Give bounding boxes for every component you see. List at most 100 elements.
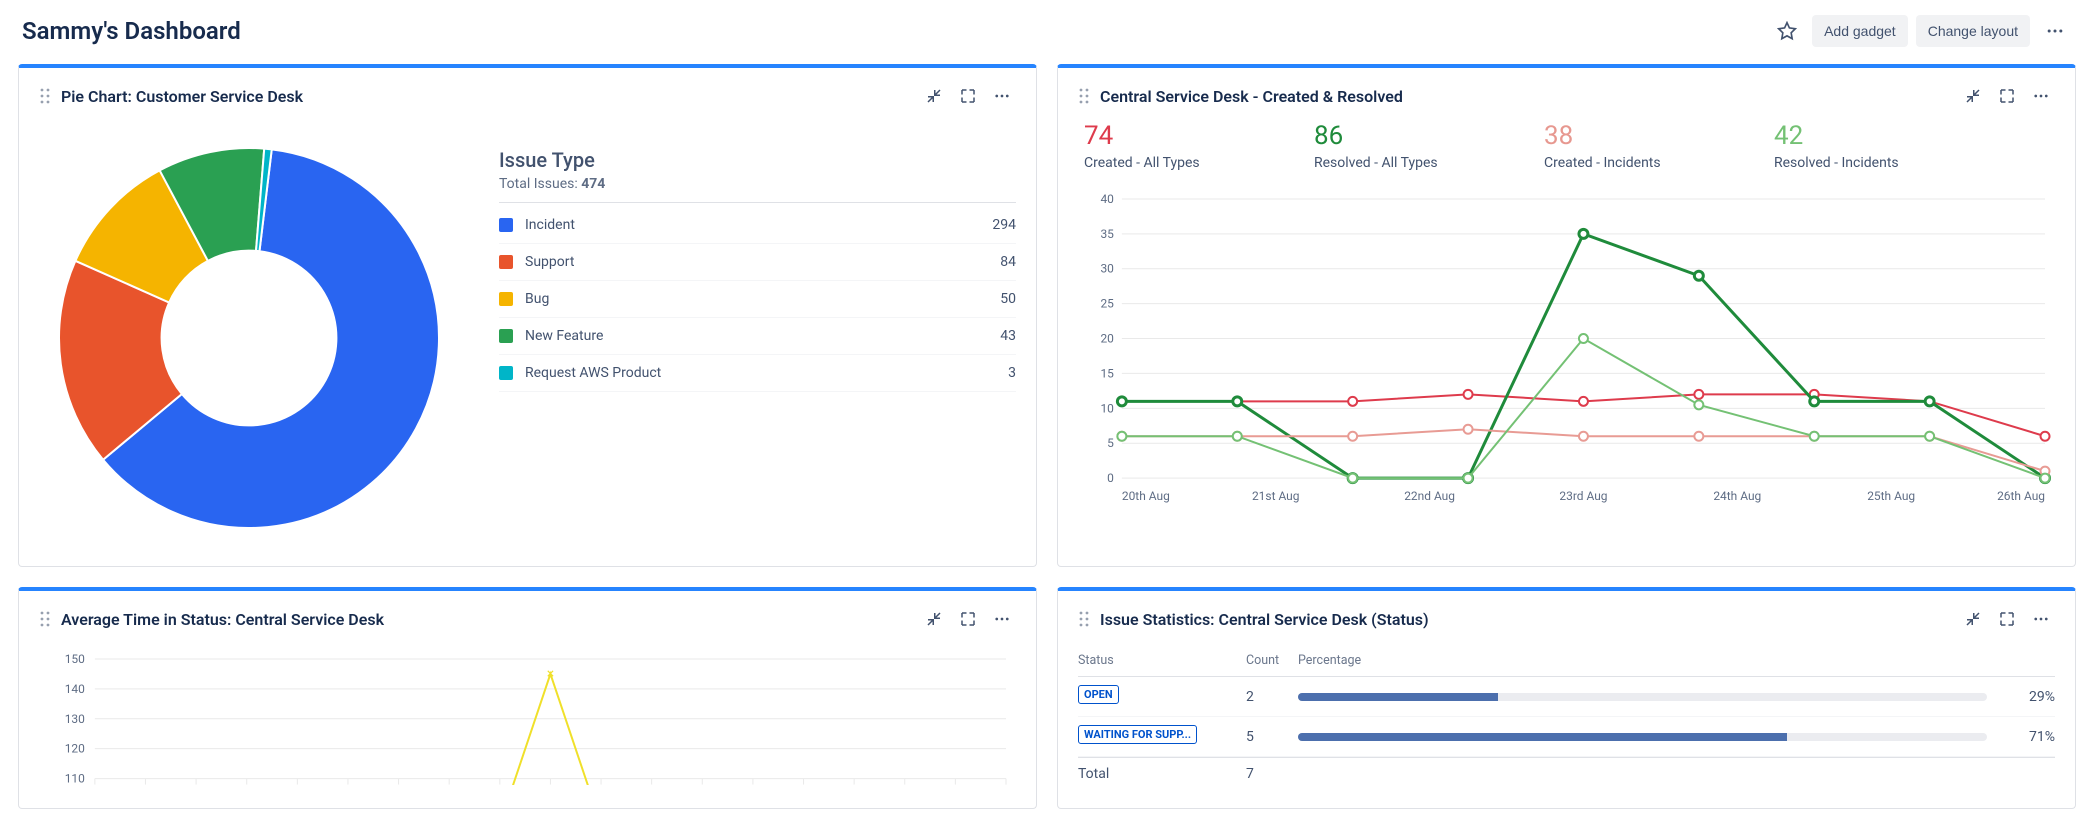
color-swatch — [499, 218, 513, 232]
pie-legend-label: New Feature — [525, 328, 603, 344]
svg-text:140: 140 — [65, 682, 85, 696]
svg-text:0: 0 — [1107, 471, 1114, 485]
drag-handle-icon[interactable] — [39, 87, 51, 105]
panel-title: Issue Statistics: Central Service Desk (… — [1100, 610, 1429, 629]
col-count: Count — [1246, 653, 1290, 668]
pie-legend-row[interactable]: Support 84 — [499, 244, 1016, 281]
page-title: Sammy's Dashboard — [22, 17, 241, 45]
change-layout-button[interactable]: Change layout — [1916, 15, 2030, 47]
stat-value: 74 — [1084, 122, 1224, 151]
more-icon[interactable] — [2038, 14, 2072, 48]
svg-text:40: 40 — [1100, 192, 1114, 206]
svg-text:×: × — [547, 666, 554, 682]
stat-block: 42 Resolved - Incidents — [1774, 122, 1914, 171]
stat-block: 86Resolved - All Types — [1314, 122, 1454, 171]
total-count: 7 — [1246, 766, 1290, 782]
svg-text:20: 20 — [1100, 331, 1114, 345]
donut-chart — [39, 128, 459, 548]
percentage-bar — [1298, 733, 1987, 741]
svg-text:26th Aug: 26th Aug — [1997, 489, 2045, 503]
stat-label: Created - All Types — [1084, 155, 1224, 171]
stat-block: 38Created - Incidents — [1544, 122, 1684, 171]
pie-legend-row[interactable]: Incident 294 — [499, 207, 1016, 244]
issue-stats-total-row: Total 7 — [1078, 757, 2055, 790]
svg-text:35: 35 — [1100, 226, 1114, 240]
svg-text:20th Aug: 20th Aug — [1122, 489, 1170, 503]
panel-title: Central Service Desk - Created & Resolve… — [1100, 87, 1403, 106]
collapse-icon[interactable] — [1959, 605, 1987, 633]
col-percentage: Percentage — [1298, 653, 1987, 668]
panel-more-icon[interactable] — [2027, 605, 2055, 633]
avg-time-line-chart: 150140130120110× — [39, 645, 1016, 785]
status-lozenge[interactable]: WAITING FOR SUPP... — [1078, 725, 1197, 744]
maximize-icon[interactable] — [1993, 82, 2021, 110]
svg-text:120: 120 — [65, 742, 85, 756]
stat-block: 74 Created - All Types — [1084, 122, 1224, 171]
pie-legend-value: 294 — [992, 217, 1016, 233]
collapse-icon[interactable] — [1959, 82, 1987, 110]
pie-legend-label: Incident — [525, 217, 575, 233]
issue-count: 2 — [1246, 689, 1290, 705]
panel-issue-statistics: Issue Statistics: Central Service Desk (… — [1057, 587, 2076, 809]
panel-title: Pie Chart: Customer Service Desk — [61, 87, 303, 106]
drag-handle-icon[interactable] — [39, 610, 51, 628]
issue-stats-row: WAITING FOR SUPP... 5 71% — [1078, 717, 2055, 757]
pie-legend-label: Bug — [525, 291, 549, 307]
panel-created-resolved: Central Service Desk - Created & Resolve… — [1057, 64, 2076, 567]
panel-avg-time-status: Average Time in Status: Central Service … — [18, 587, 1037, 809]
stat-value: 42 — [1774, 122, 1914, 151]
star-icon[interactable] — [1770, 14, 1804, 48]
maximize-icon[interactable] — [954, 82, 982, 110]
maximize-icon[interactable] — [1993, 605, 2021, 633]
svg-text:10: 10 — [1100, 401, 1114, 415]
header-actions: Add gadget Change layout — [1770, 14, 2072, 48]
pie-legend-subtitle: Total Issues: 474 — [499, 172, 1016, 203]
svg-text:21st Aug: 21st Aug — [1252, 489, 1300, 503]
pie-legend-value: 3 — [1008, 365, 1016, 381]
drag-handle-icon[interactable] — [1078, 610, 1090, 628]
dashboard-header: Sammy's Dashboard Add gadget Change layo… — [18, 8, 2076, 64]
created-resolved-line-chart: 0 5 10 15 20 25 30 35 40 20th Aug 21st Aug 22nd Aug… — [1078, 189, 2055, 508]
pie-legend-label: Request AWS Product — [525, 365, 661, 381]
color-swatch — [499, 255, 513, 269]
color-swatch — [499, 366, 513, 380]
svg-text:25: 25 — [1100, 296, 1114, 310]
svg-text:22nd Aug: 22nd Aug — [1404, 489, 1455, 503]
pie-legend-value: 50 — [1000, 291, 1016, 307]
stat-label: Resolved - All Types — [1314, 155, 1454, 171]
pie-legend-row[interactable]: Bug 50 — [499, 281, 1016, 318]
status-lozenge[interactable]: OPEN — [1078, 685, 1119, 704]
pie-legend-row[interactable]: New Feature 43 — [499, 318, 1016, 355]
percentage-text: 29% — [1995, 689, 2055, 705]
col-status: Status — [1078, 653, 1238, 668]
issue-stats-row: OPEN 2 29% — [1078, 677, 2055, 717]
issue-count: 5 — [1246, 729, 1290, 745]
percentage-text: 71% — [1995, 729, 2055, 745]
stat-label: Resolved - Incidents — [1774, 155, 1914, 171]
drag-handle-icon[interactable] — [1078, 87, 1090, 105]
pie-legend-row[interactable]: Request AWS Product 3 — [499, 355, 1016, 392]
svg-text:130: 130 — [65, 712, 85, 726]
collapse-icon[interactable] — [920, 82, 948, 110]
svg-text:15: 15 — [1100, 366, 1114, 380]
svg-text:25th Aug: 25th Aug — [1867, 489, 1915, 503]
stat-value: 38 — [1544, 122, 1684, 151]
svg-text:5: 5 — [1107, 436, 1114, 450]
pie-legend-value: 43 — [1000, 328, 1016, 344]
total-label: Total — [1078, 766, 1238, 782]
collapse-icon[interactable] — [920, 605, 948, 633]
maximize-icon[interactable] — [954, 605, 982, 633]
color-swatch — [499, 292, 513, 306]
add-gadget-button[interactable]: Add gadget — [1812, 15, 1908, 47]
pie-legend-value: 84 — [1000, 254, 1016, 270]
panel-more-icon[interactable] — [988, 82, 1016, 110]
svg-text:30: 30 — [1100, 261, 1114, 275]
color-swatch — [499, 329, 513, 343]
svg-text:110: 110 — [65, 772, 85, 785]
percentage-bar — [1298, 693, 1987, 701]
svg-text:24th Aug: 24th Aug — [1713, 489, 1761, 503]
pie-legend-label: Support — [525, 254, 574, 270]
panel-more-icon[interactable] — [988, 605, 1016, 633]
panel-more-icon[interactable] — [2027, 82, 2055, 110]
panel-title: Average Time in Status: Central Service … — [61, 610, 384, 629]
